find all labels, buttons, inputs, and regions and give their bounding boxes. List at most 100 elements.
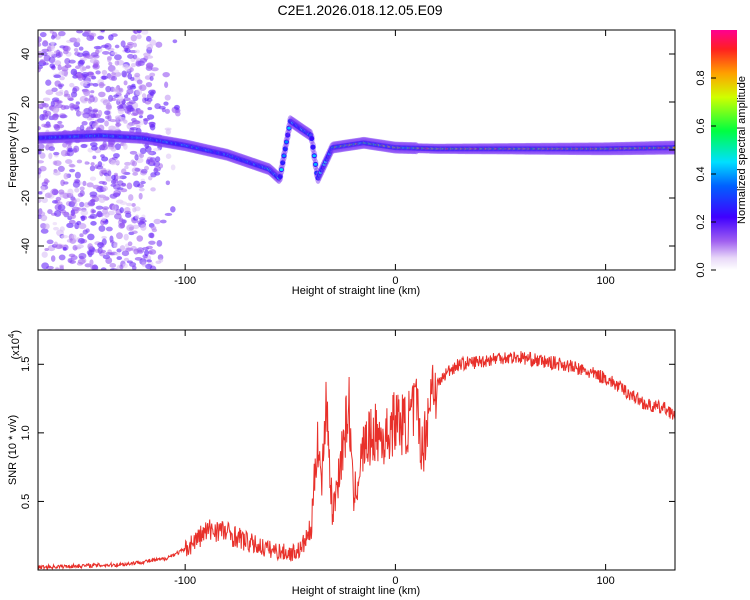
spectrogram-y-label: Frequency (Hz) <box>7 112 19 188</box>
spectrogram-noise-cell <box>125 212 132 218</box>
spectrogram-noise-cell <box>60 149 68 157</box>
spectrogram-noise-cell <box>172 39 178 44</box>
spectrogram-noise-cell <box>80 143 88 149</box>
spectrogram-noise-cell <box>87 71 94 76</box>
snr-ytick-label: 1.5 <box>20 357 32 372</box>
spectrogram-noise-cell <box>138 187 145 192</box>
spectrogram-noise-cell <box>43 109 48 114</box>
spectrogram-noise-cell <box>149 232 155 239</box>
spectrogram-noise-cell <box>95 212 104 218</box>
spectrogram-noise-cell <box>101 69 108 76</box>
spectrogram-noise-cell <box>68 253 76 258</box>
spectrogram-noise-cell <box>110 159 116 166</box>
spectrogram-noise-cell <box>76 30 84 34</box>
spectrogram-noise-cell <box>90 109 98 113</box>
spectrogram-ytick-label: 0 <box>20 147 32 153</box>
spectrogram-noise-cell <box>71 197 77 205</box>
spectrogram-noise-cell <box>75 101 80 105</box>
colorbar: 0.0 0.2 0.4 0.6 0.8 Normalized spectral ampl… <box>695 30 748 278</box>
spectrogram-noise-cell <box>108 34 114 41</box>
spectrogram-noise-cell <box>144 249 149 256</box>
spectrogram-noise-cell <box>165 153 172 159</box>
spectrogram-peak-cell <box>278 175 282 178</box>
spectrogram-ytick-label: -40 <box>20 238 32 254</box>
spectrogram-noise-cell <box>87 200 96 207</box>
spectrogram-noise-cell <box>119 245 126 251</box>
spectrogram-noise-cell <box>162 72 170 78</box>
spectrogram-noise-cell <box>85 65 91 69</box>
spectrogram-noise-cell <box>111 126 120 131</box>
colorbar-label: Normalized spectral amplitude <box>736 76 748 224</box>
spectrogram-noise-cell <box>85 228 90 233</box>
spectrogram-noise-cell <box>144 99 152 105</box>
spectrogram-noise-cell <box>40 214 48 222</box>
spectrogram-noise-cell <box>44 247 49 252</box>
spectrogram-noise-cell <box>148 249 157 255</box>
spectrogram-noise-cell <box>132 95 139 102</box>
spectrogram-noise-cell <box>126 260 133 264</box>
spectrogram-noise-cell <box>82 112 91 119</box>
spectrogram-noise-cell <box>146 62 154 69</box>
snr-x-label: Height of straight line (km) <box>292 585 420 597</box>
spectrogram-noise-cell <box>100 44 109 48</box>
spectrogram-noise-cell <box>113 241 118 246</box>
spectrogram-noise-cell <box>140 181 146 185</box>
spectrogram-noise-cell <box>116 105 124 110</box>
spectrogram-noise-cell <box>38 198 42 204</box>
spectrogram-noise-cell <box>41 113 49 120</box>
spectrogram-noise-cell <box>55 91 64 96</box>
spectrogram-peak-cell <box>312 154 317 158</box>
spectrogram-noise-cell <box>97 242 104 248</box>
spectrogram-noise-cell <box>79 65 85 73</box>
spectrogram-noise-cell <box>149 124 156 131</box>
spectrogram-noise-cell <box>102 99 111 106</box>
spectrogram-noise-cell <box>158 105 166 110</box>
spectrogram-noise-cell <box>39 59 45 63</box>
spectrogram-noise-cell <box>92 155 97 160</box>
spectrogram-noise-cell <box>140 169 148 174</box>
spectrogram-noise-cell <box>164 94 171 101</box>
spectrogram-noise-cell <box>160 219 167 224</box>
spectrogram-noise-cell <box>80 215 86 222</box>
spectrogram-noise-cell <box>149 39 157 46</box>
spectrogram-noise-cell <box>41 48 50 53</box>
spectrogram-noise-cell <box>146 55 154 59</box>
spectrogram-noise-cell <box>98 196 106 204</box>
spectrogram-noise-cell <box>41 185 46 193</box>
spectrogram-noise-cell <box>126 182 133 190</box>
spectrogram-noise-cell <box>58 31 66 37</box>
spectrogram-noise-cell <box>53 113 59 117</box>
spectrogram-noise-cell <box>69 37 78 43</box>
spectrogram-noise-cell <box>50 255 56 262</box>
spectrogram-noise-cell <box>64 57 71 65</box>
spectrogram-noise-cell <box>110 75 117 81</box>
spectrogram-noise-cell <box>84 263 92 268</box>
spectrogram-noise-cell <box>89 191 98 197</box>
spectrogram-noise-cell <box>124 161 132 166</box>
spectrogram-noise-cell <box>165 180 171 186</box>
spectrogram-noise-cell <box>76 37 81 44</box>
spectrogram-noise-cell <box>175 110 181 117</box>
spectrogram-noise-cell <box>70 209 76 217</box>
spectrogram-noise-cell <box>89 213 98 219</box>
spectrogram-noise-cell <box>68 163 75 168</box>
spectrogram-noise-cell <box>119 207 124 214</box>
spectrogram-noise-cell <box>145 159 151 165</box>
spectrogram-noise-cell <box>114 60 120 66</box>
spectrogram-noise-cell <box>73 145 80 153</box>
snr-xtick-label: 100 <box>596 575 614 587</box>
spectrogram-noise-cell <box>90 220 97 226</box>
spectrogram-noise-cell <box>63 50 69 55</box>
spectrogram-noise-cell <box>59 264 64 268</box>
spectrogram-noise-cell <box>164 127 172 131</box>
spectrogram-x-ticks: -100 0 100 <box>174 30 615 287</box>
spectrogram-noise-cell <box>131 160 138 167</box>
spectrogram-noise-cell <box>79 124 85 132</box>
spectrogram-noise-cell <box>60 234 69 239</box>
spectrogram-noise-cell <box>139 84 147 91</box>
spectrogram-noise-cell <box>82 258 87 263</box>
spectrogram-noise-cell <box>116 95 124 102</box>
spectrogram-noise-cell <box>164 212 173 216</box>
spectrogram-noise-cell <box>155 41 163 48</box>
